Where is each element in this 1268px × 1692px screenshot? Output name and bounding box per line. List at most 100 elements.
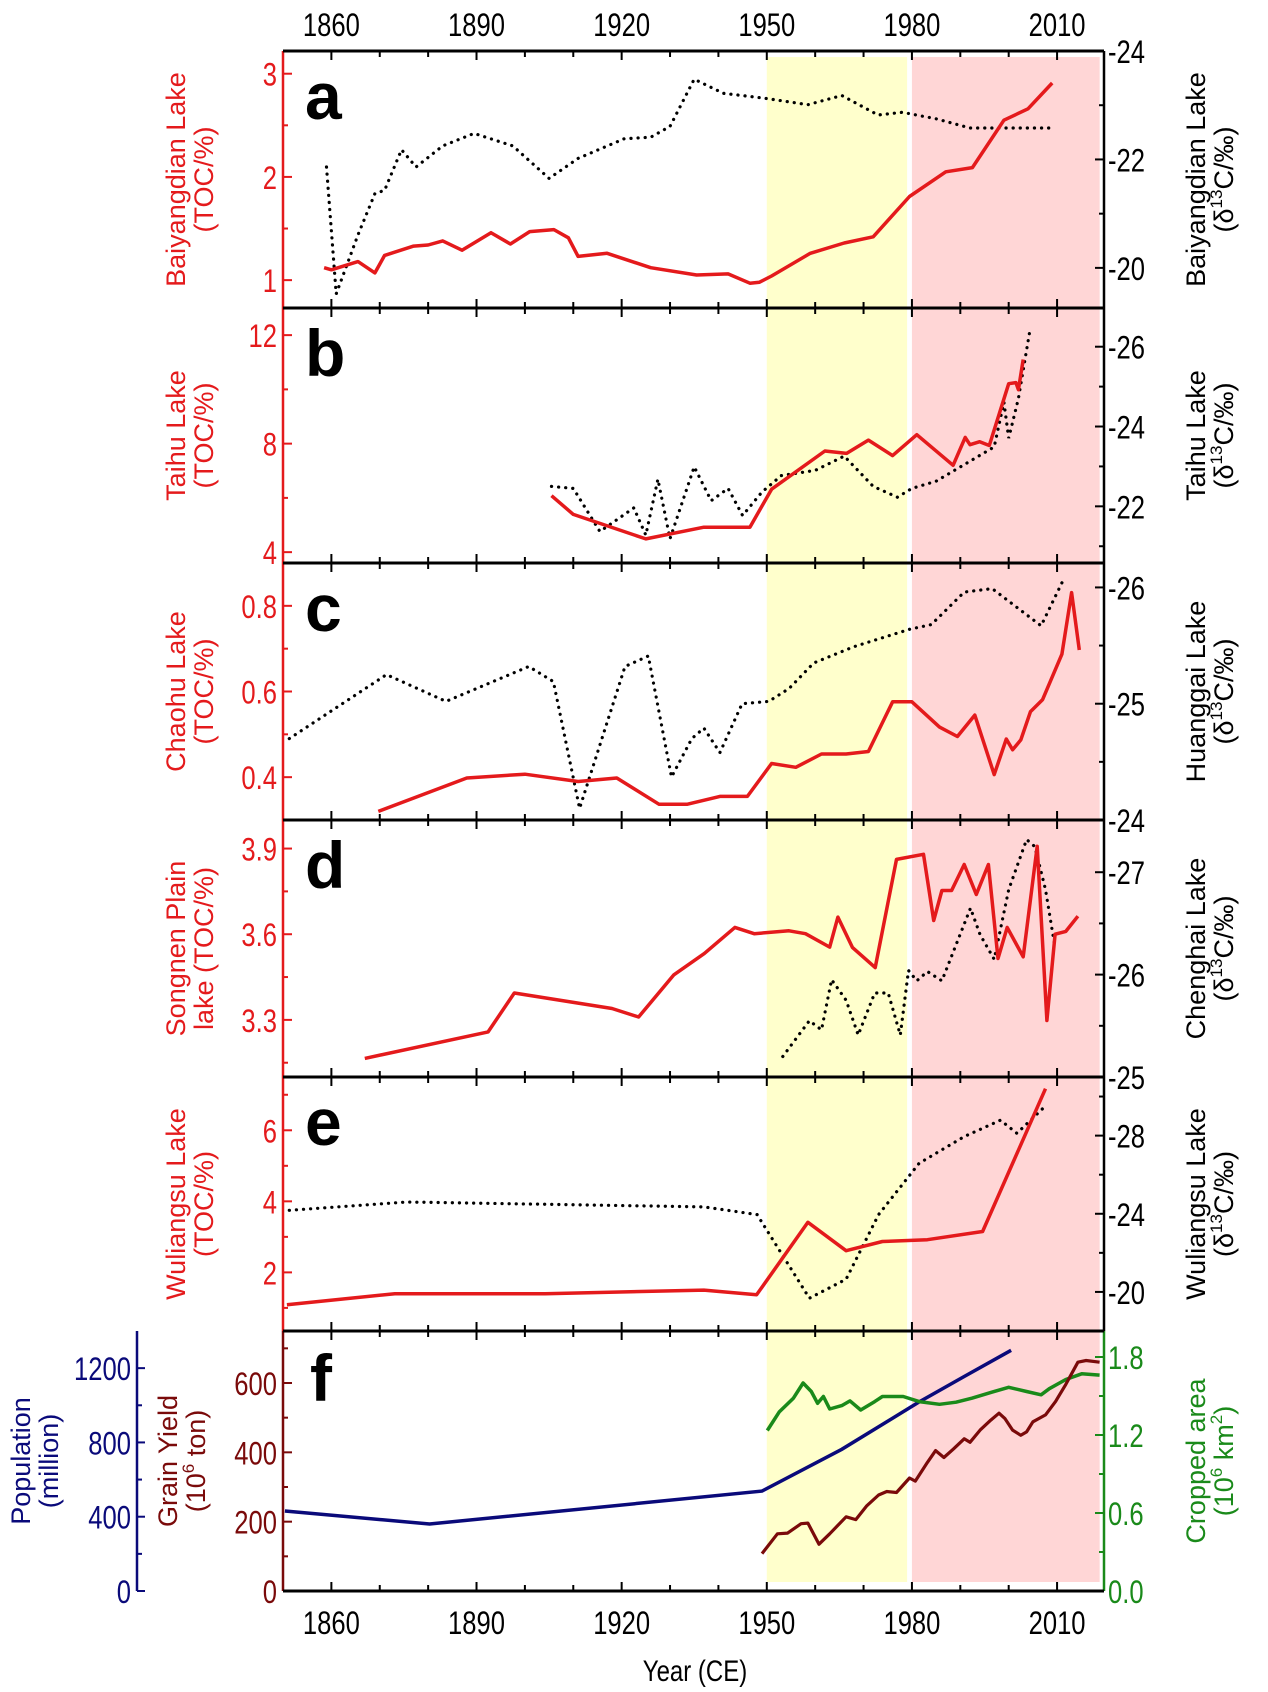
bottom-x-tick-label-group: 1860 <box>303 1606 360 1641</box>
population-tick-label: 800 <box>88 1427 131 1462</box>
grain-axis-title-segment: 6 <box>179 1464 198 1473</box>
panel-c-left-axis-title-line-2: (TOC/%) <box>189 639 219 745</box>
grain-axis-title-segment: Grain Yield <box>153 1395 183 1527</box>
population-axis-title-line-2: (million) <box>34 1414 64 1509</box>
panel-a-right-axis-title-line-2: (δ13C/‰) <box>1207 127 1239 233</box>
left-tick-label: 3.9 <box>241 833 277 868</box>
panel-e-right-axis-title-line-2: (δ13C/‰) <box>1207 1151 1239 1257</box>
population-tick-label-group: 1200 <box>74 1353 131 1388</box>
population-tick-label-group: 400 <box>88 1501 131 1536</box>
panel-f-letter: f <box>310 1341 333 1415</box>
top-x-tick-label-group: 2010 <box>1029 8 1086 43</box>
right-tick-label-group: -20 <box>1108 1276 1145 1311</box>
panel-a-right-axis-title-segment: 13 <box>1207 190 1226 209</box>
right-tick-label-group: -22 <box>1108 144 1145 179</box>
grain-tick-label-group: 0 <box>263 1575 277 1610</box>
top-x-tick-label-group: 1920 <box>593 8 650 43</box>
top-x-tick-label-group: 1980 <box>883 8 940 43</box>
panel-c-right-axis-title-segment: Huanggai Lake <box>1181 601 1211 783</box>
panel-c-toc-line <box>377 590 1082 814</box>
right-tick-label: -27 <box>1108 857 1145 892</box>
top-x-tick-label: 1890 <box>448 8 505 43</box>
left-tick-label: 4 <box>263 537 277 572</box>
population-tick-label-group: 0 <box>117 1575 131 1610</box>
bottom-x-tick-label: 1860 <box>303 1606 360 1641</box>
panel-b-toc-line <box>550 359 1025 541</box>
bottom-x-tick-label-group: 1950 <box>738 1606 795 1641</box>
grain-axis-title-line-1: Grain Yield <box>153 1395 183 1527</box>
panel-a-left-axis-title-segment: Baiyangdian Lake <box>161 72 191 287</box>
population-tick-label: 400 <box>88 1501 131 1536</box>
right-tick-label: -20 <box>1108 252 1145 287</box>
panel-b-right-axis-title-segment: (δ <box>1209 464 1239 488</box>
panel-b-right-axis-title-segment: 13 <box>1207 446 1226 465</box>
panel-a-left-axis-title-line-1: Baiyangdian Lake <box>161 72 191 287</box>
panel-e-left-axis-title-line-2: (TOC/%) <box>189 1151 219 1257</box>
grain-tick-label-group: 200 <box>234 1506 277 1541</box>
left-tick-label-group: 0.8 <box>241 590 277 625</box>
panel-c-right-axis-title-line-2: (δ13C/‰) <box>1207 639 1239 745</box>
cropped-axis-title-segment: ) <box>1209 1406 1239 1415</box>
panel-e-left-axis-title-line-1: Wuliangsu Lake <box>161 1108 191 1300</box>
panel-c-right-axis-title-segment: (δ <box>1209 720 1239 744</box>
panel-e-right-axis-title-segment: (δ <box>1209 1233 1239 1257</box>
left-tick-label: 3.6 <box>241 919 277 954</box>
cropped-tick-label-group: 1.2 <box>1108 1419 1144 1454</box>
left-tick-label-group: 3.6 <box>241 919 277 954</box>
panel-d-right-axis-title-line-1: Chenghai Lake <box>1181 858 1211 1040</box>
panel-e-letter: e <box>305 1085 342 1159</box>
left-tick-label-group: 12 <box>249 320 277 355</box>
left-tick-label-group: 4 <box>263 537 277 572</box>
panel-c-left-axis-title-segment: (TOC/%) <box>189 639 219 745</box>
population-tick-label: 1200 <box>74 1353 131 1388</box>
left-tick-label-group: 0.6 <box>241 676 277 711</box>
panel-a-right-axis-title-line-1: Baiyangdian Lake <box>1181 72 1211 287</box>
top-x-tick-label-group: 1890 <box>448 8 505 43</box>
right-tick-label: -22 <box>1108 144 1145 179</box>
panel-d-left-axis-title-line-1: Songnen Plain <box>161 861 191 1037</box>
panel-b-right-axis-title-line-2: (δ13C/‰) <box>1207 383 1239 489</box>
left-tick-label: 12 <box>249 320 277 355</box>
panel-d-letter: d <box>305 828 345 902</box>
panel-c-right-axis-title-segment: 13 <box>1207 702 1226 721</box>
population-axis-title-segment: Population <box>6 1397 36 1525</box>
panel-b-d13c-line <box>549 325 1033 545</box>
panel-a-toc-line <box>323 81 1054 285</box>
grain-tick-label: 400 <box>234 1437 277 1472</box>
grain-tick-label: 600 <box>234 1367 277 1402</box>
panel-d-right-axis-title-segment: 13 <box>1207 959 1226 978</box>
left-tick-label-group: 3.9 <box>241 833 277 868</box>
panel-d-right-axis-title-line-2: (δ13C/‰) <box>1207 896 1239 1002</box>
cropped-tick-label: 1.8 <box>1108 1341 1144 1376</box>
panel-a-right-axis-title-segment: (δ <box>1209 208 1239 232</box>
right-tick-label: -25 <box>1108 688 1145 723</box>
panel-e-toc-line <box>286 1087 1048 1307</box>
grain-tick-label-group: 600 <box>234 1367 277 1402</box>
right-tick-label-group: -26 <box>1108 331 1145 366</box>
grain-tick-label-group: 400 <box>234 1437 277 1472</box>
panel-b-right-axis-title-segment: C/‰) <box>1209 383 1239 446</box>
grain-tick-label: 200 <box>234 1506 277 1541</box>
panel-b-left-axis-title-line-1: Taihu Lake <box>161 370 191 501</box>
right-tick-label: -26 <box>1108 331 1145 366</box>
population-tick-label-group: 800 <box>88 1427 131 1462</box>
left-tick-label-group: 3.3 <box>241 1004 277 1039</box>
top-x-tick-label-group: 1860 <box>303 8 360 43</box>
population-line <box>284 1348 1012 1526</box>
right-tick-label-group: -26 <box>1108 572 1145 607</box>
left-tick-label-group: 1 <box>263 265 277 300</box>
left-tick-label-group: 8 <box>263 428 277 463</box>
bottom-x-tick-label-group: 1890 <box>448 1606 505 1641</box>
population-axis-title-line-1: Population <box>6 1397 36 1525</box>
panel-b-letter: b <box>305 316 345 390</box>
grain-axis-title-segment: (10 <box>181 1473 211 1512</box>
right-tick-label: -24 <box>1108 35 1145 70</box>
cropped-axis-title-line-2: (106 km2) <box>1207 1406 1239 1516</box>
bottom-x-tick-label: 2010 <box>1029 1606 1086 1641</box>
panel-d-left-axis-title-segment: lake (TOC/%) <box>189 867 219 1030</box>
left-tick-label: 1 <box>263 265 277 300</box>
right-tick-label: -28 <box>1108 1120 1145 1155</box>
right-tick-label-group: -28 <box>1108 1120 1145 1155</box>
